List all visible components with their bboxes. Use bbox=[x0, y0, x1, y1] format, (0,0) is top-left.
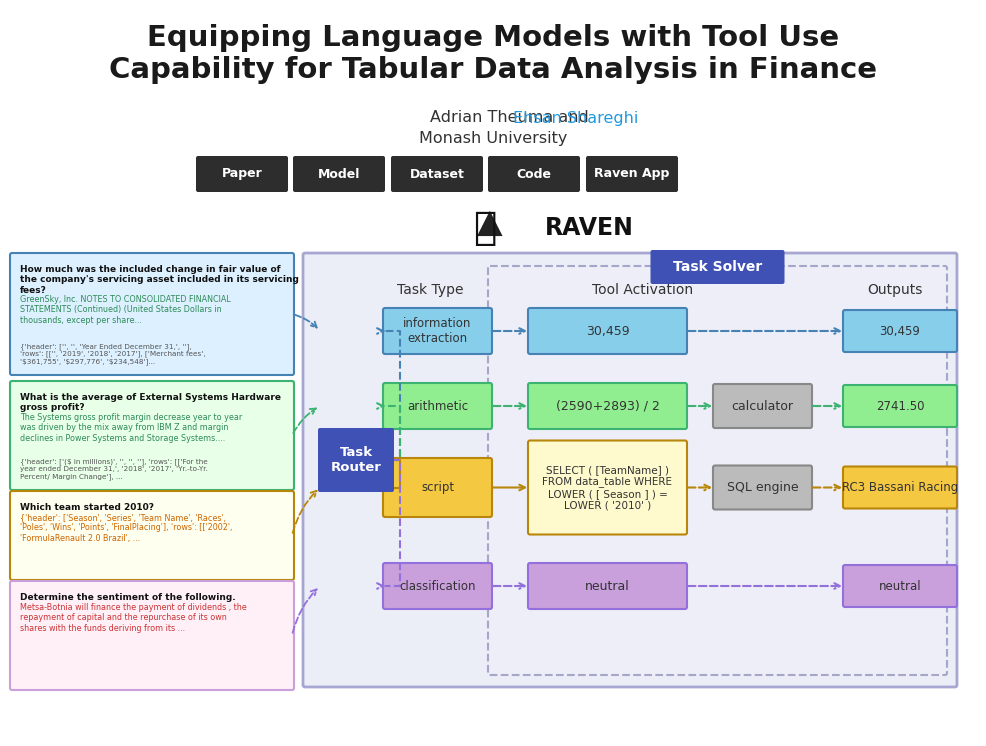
Text: Raven App: Raven App bbox=[595, 168, 669, 181]
FancyBboxPatch shape bbox=[843, 466, 957, 509]
Text: information
extraction: information extraction bbox=[403, 317, 471, 345]
Text: Capability for Tabular Data Analysis in Finance: Capability for Tabular Data Analysis in … bbox=[109, 56, 877, 84]
Text: 2741.50: 2741.50 bbox=[876, 400, 924, 413]
Text: RAVEN: RAVEN bbox=[545, 216, 634, 240]
FancyBboxPatch shape bbox=[651, 250, 785, 284]
Text: {'header': ['', '', 'Year Ended December 31,', ''],
'rows': [['', '2019', '2018': {'header': ['', '', 'Year Ended December… bbox=[20, 342, 206, 365]
Text: Task Solver: Task Solver bbox=[672, 260, 762, 274]
FancyBboxPatch shape bbox=[383, 308, 492, 354]
Text: Tool Activation: Tool Activation bbox=[593, 283, 693, 297]
Text: calculator: calculator bbox=[732, 400, 794, 413]
FancyBboxPatch shape bbox=[843, 310, 957, 352]
FancyBboxPatch shape bbox=[10, 253, 294, 375]
Text: Metsa-Botnia will finance the payment of dividends , the
repayment of capital an: Metsa-Botnia will finance the payment of… bbox=[20, 603, 246, 633]
FancyBboxPatch shape bbox=[10, 491, 294, 580]
Text: classification: classification bbox=[399, 580, 476, 592]
FancyBboxPatch shape bbox=[391, 156, 483, 192]
Text: The Systems gross profit margin decrease year to year
was driven by the mix away: The Systems gross profit margin decrease… bbox=[20, 413, 243, 443]
FancyBboxPatch shape bbox=[528, 383, 687, 429]
Text: script: script bbox=[421, 481, 455, 494]
Text: {'header': ['($ in millions)', '', '', ''], 'rows': [['For the
year ended Decemb: {'header': ['($ in millions)', '', '', '… bbox=[20, 459, 208, 480]
FancyBboxPatch shape bbox=[528, 440, 687, 534]
FancyBboxPatch shape bbox=[318, 428, 394, 492]
Text: Ehsan Shareghi: Ehsan Shareghi bbox=[513, 110, 638, 125]
Text: Paper: Paper bbox=[222, 168, 262, 181]
Text: arithmetic: arithmetic bbox=[407, 400, 468, 413]
Text: GreenSky, Inc. NOTES TO CONSOLIDATED FINANCIAL
STATEMENTS (Continued) (United St: GreenSky, Inc. NOTES TO CONSOLIDATED FIN… bbox=[20, 295, 231, 325]
FancyBboxPatch shape bbox=[528, 308, 687, 354]
Text: 30,459: 30,459 bbox=[880, 325, 921, 337]
Text: Adrian Theuma and: Adrian Theuma and bbox=[430, 110, 594, 125]
Text: (2590+2893) / 2: (2590+2893) / 2 bbox=[555, 400, 660, 413]
FancyBboxPatch shape bbox=[586, 156, 678, 192]
FancyBboxPatch shape bbox=[528, 563, 687, 609]
Text: Code: Code bbox=[517, 168, 551, 181]
FancyBboxPatch shape bbox=[488, 156, 580, 192]
Text: How much was the included change in fair value of
the company's servicing asset : How much was the included change in fair… bbox=[20, 265, 299, 295]
Text: Task
Router: Task Router bbox=[330, 446, 382, 474]
Text: Equipping Language Models with Tool Use: Equipping Language Models with Tool Use bbox=[147, 24, 839, 52]
Text: Which team started 2010?: Which team started 2010? bbox=[20, 503, 154, 512]
FancyBboxPatch shape bbox=[10, 381, 294, 490]
FancyBboxPatch shape bbox=[843, 565, 957, 607]
FancyBboxPatch shape bbox=[713, 384, 812, 428]
FancyBboxPatch shape bbox=[10, 581, 294, 690]
Text: ▲: ▲ bbox=[477, 205, 503, 239]
FancyBboxPatch shape bbox=[293, 156, 385, 192]
Text: neutral: neutral bbox=[585, 580, 630, 592]
Text: 🐦: 🐦 bbox=[473, 209, 497, 247]
Text: Outputs: Outputs bbox=[868, 283, 923, 297]
FancyBboxPatch shape bbox=[713, 466, 812, 510]
Text: Determine the sentiment of the following.: Determine the sentiment of the following… bbox=[20, 593, 236, 602]
Text: RC3 Bassani Racing: RC3 Bassani Racing bbox=[842, 481, 958, 494]
FancyBboxPatch shape bbox=[383, 563, 492, 609]
Text: Dataset: Dataset bbox=[409, 168, 464, 181]
FancyBboxPatch shape bbox=[488, 266, 947, 675]
Text: {'header': ['Season', 'Series', 'Team Name', 'Races',
'Poles', 'Wins', 'Points',: {'header': ['Season', 'Series', 'Team Na… bbox=[20, 513, 233, 543]
Text: Monash University: Monash University bbox=[419, 131, 567, 145]
Text: Task Type: Task Type bbox=[396, 283, 463, 297]
Text: 30,459: 30,459 bbox=[586, 325, 629, 337]
FancyBboxPatch shape bbox=[303, 253, 957, 687]
FancyBboxPatch shape bbox=[196, 156, 288, 192]
Text: What is the average of External Systems Hardware
gross profit?: What is the average of External Systems … bbox=[20, 393, 281, 413]
FancyBboxPatch shape bbox=[383, 458, 492, 517]
Text: Model: Model bbox=[317, 168, 360, 181]
FancyBboxPatch shape bbox=[383, 383, 492, 429]
FancyBboxPatch shape bbox=[843, 385, 957, 427]
Text: SELECT ( [TeamName] )
FROM data_table WHERE
LOWER ( [ Season ] ) =
LOWER ( '2010: SELECT ( [TeamName] ) FROM data_table WH… bbox=[542, 465, 672, 510]
Text: neutral: neutral bbox=[879, 580, 921, 592]
Text: SQL engine: SQL engine bbox=[727, 481, 799, 494]
